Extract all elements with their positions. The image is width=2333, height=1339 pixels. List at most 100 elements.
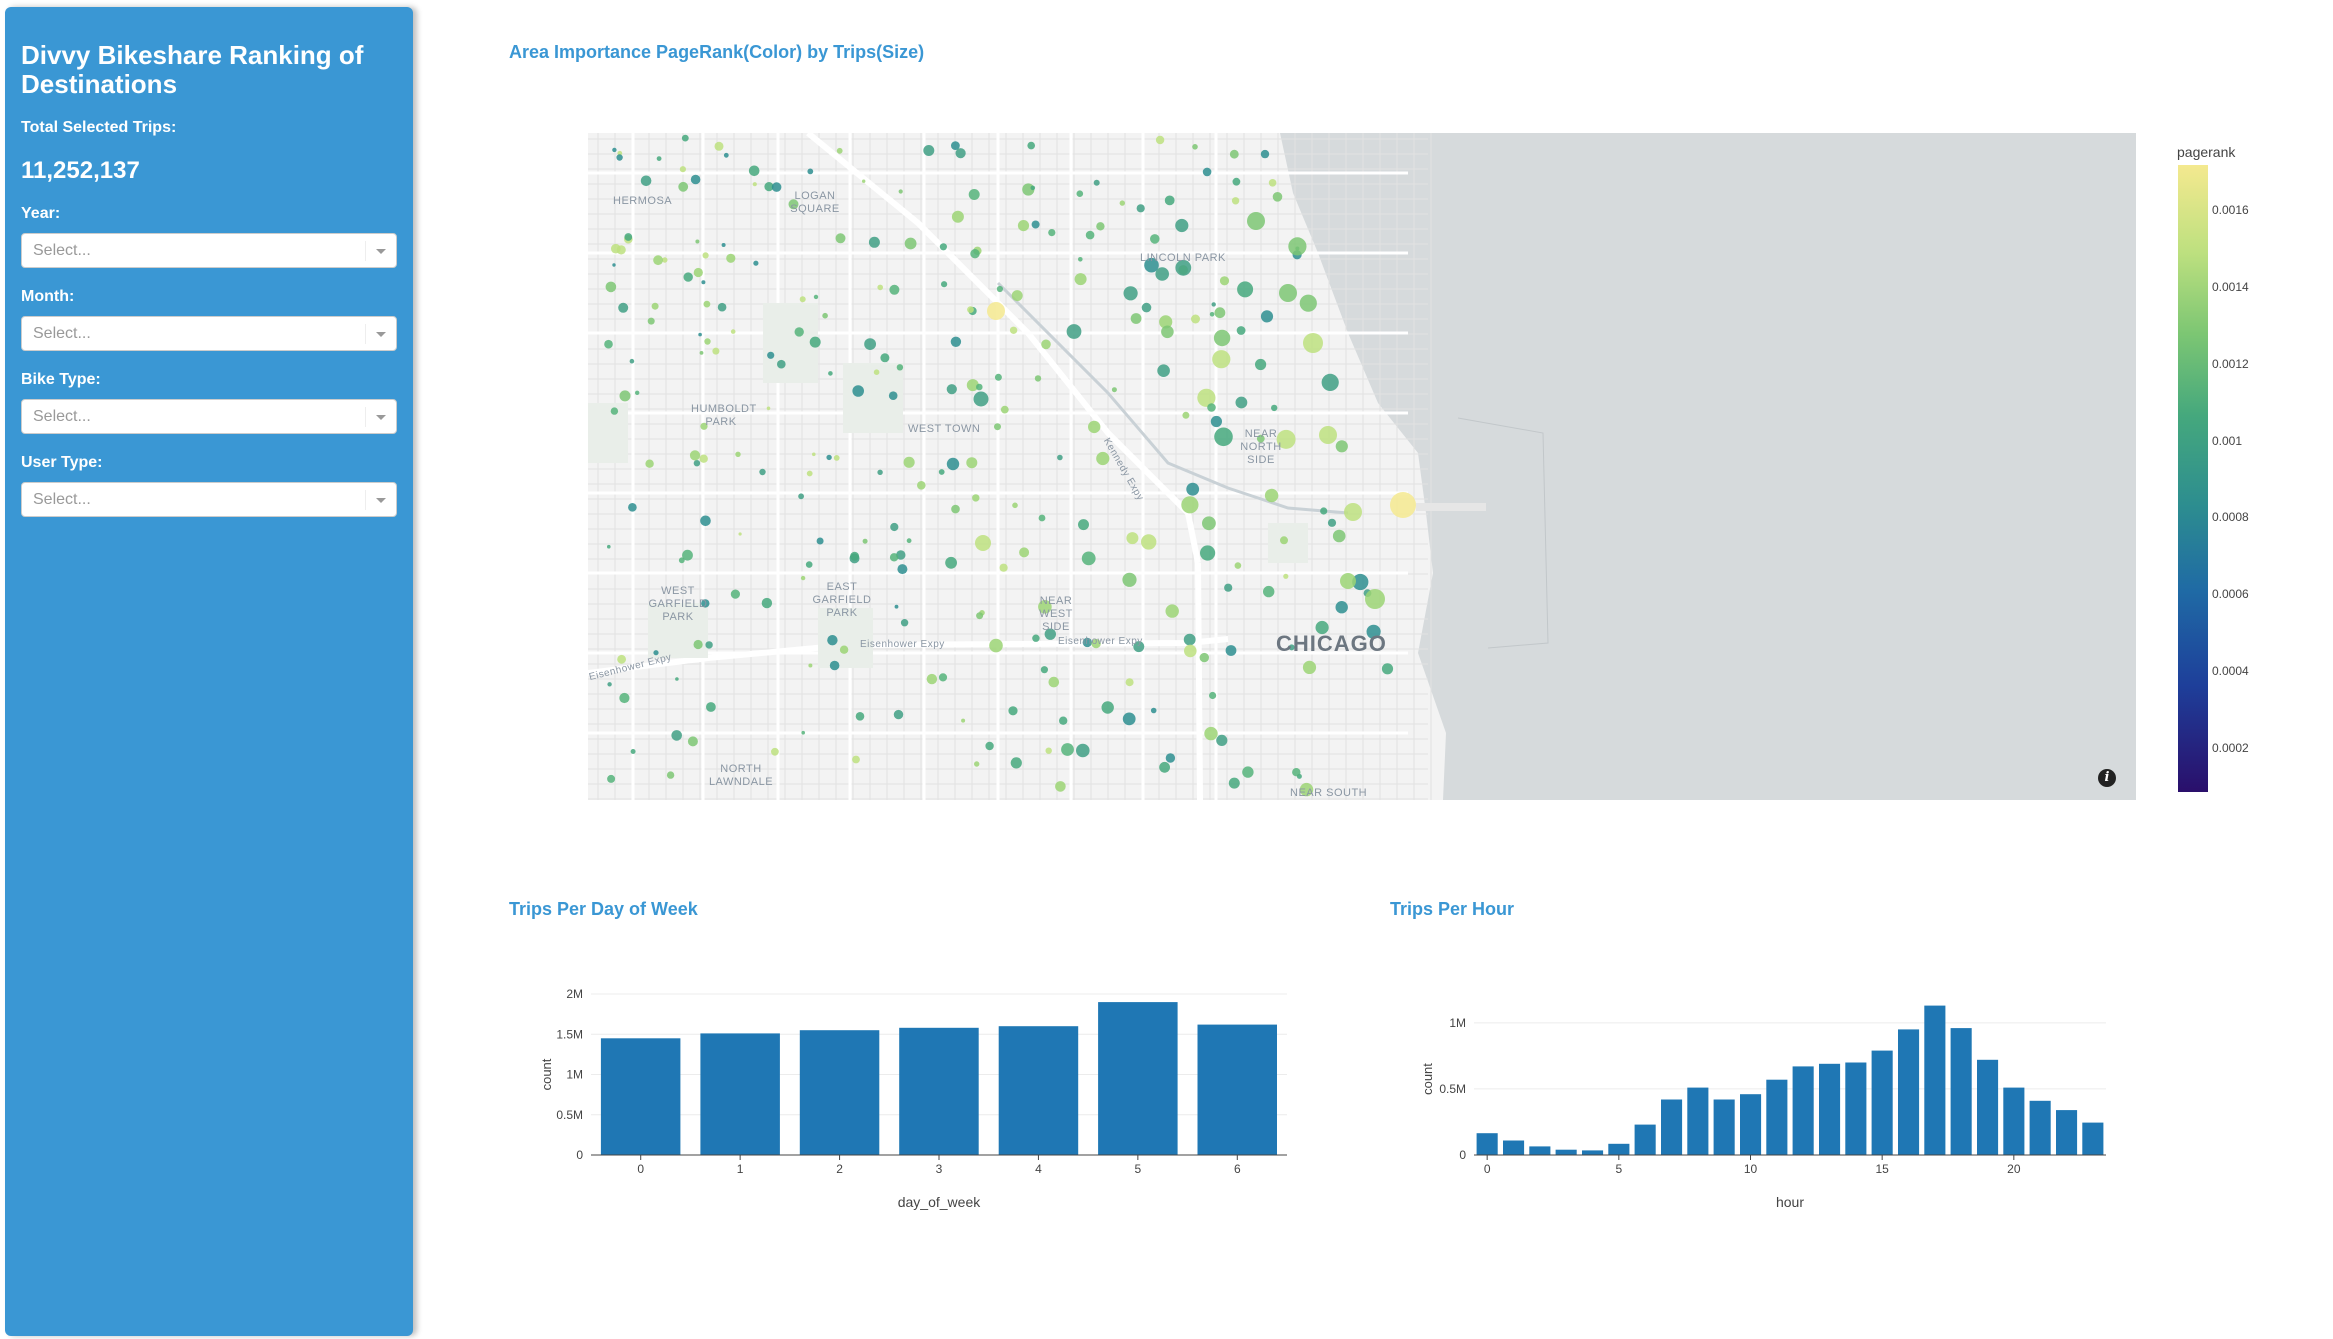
station-marker bbox=[794, 327, 804, 337]
year-dropdown[interactable]: Select... bbox=[21, 233, 397, 268]
station-marker bbox=[966, 457, 978, 469]
dow-chart[interactable]: 0 0.5M 1M 1.5M 2M 0 1 2 3 4 5 6 day_of_week count bbox=[509, 960, 1329, 1225]
station-marker bbox=[946, 384, 957, 395]
station-marker bbox=[1125, 678, 1134, 687]
station-marker bbox=[1192, 144, 1198, 150]
neighborhood-label: NORTH LAWNDALE bbox=[708, 763, 774, 788]
station-marker bbox=[835, 233, 846, 244]
station-marker bbox=[1214, 427, 1233, 447]
station-marker bbox=[1199, 652, 1209, 663]
station-marker bbox=[1271, 404, 1278, 412]
year-label: Year: bbox=[21, 205, 61, 222]
bike-type-label: Bike Type: bbox=[21, 371, 101, 388]
bar bbox=[700, 1033, 780, 1155]
app-title: Divvy Bikeshare Ranking of Destinations bbox=[21, 40, 364, 99]
neighborhood-label: EAST GARFIELD PARK bbox=[812, 581, 872, 619]
bike-type-dropdown[interactable]: Select... bbox=[21, 399, 397, 434]
station-marker bbox=[828, 371, 833, 376]
station-marker bbox=[1082, 637, 1092, 648]
station-marker bbox=[607, 682, 612, 687]
info-icon[interactable]: i bbox=[2098, 769, 2116, 787]
hour-chart-title: Trips Per Hour bbox=[1390, 899, 1515, 919]
station-marker bbox=[996, 285, 1003, 293]
station-marker bbox=[651, 302, 659, 310]
station-marker bbox=[610, 407, 619, 415]
station-marker bbox=[890, 522, 899, 532]
station-marker bbox=[900, 619, 909, 627]
x-axis-title: hour bbox=[1776, 1194, 1804, 1210]
colorbar-tick: 0.0016 bbox=[2212, 203, 2249, 217]
station-marker bbox=[809, 336, 821, 348]
station-marker bbox=[1048, 676, 1060, 688]
neighborhood-label: HERMOSA bbox=[613, 195, 673, 207]
station-marker bbox=[826, 454, 832, 461]
station-marker bbox=[748, 165, 760, 177]
station-marker bbox=[612, 263, 616, 267]
station-marker bbox=[1111, 387, 1117, 393]
station-marker bbox=[761, 597, 773, 609]
station-marker bbox=[800, 575, 806, 581]
station-marker bbox=[1019, 547, 1030, 558]
station-marker bbox=[1078, 257, 1083, 262]
station-marker bbox=[1044, 628, 1056, 640]
station-marker bbox=[999, 563, 1008, 572]
chevron-down-icon[interactable] bbox=[376, 415, 386, 420]
station-marker bbox=[1009, 326, 1018, 334]
station-marker bbox=[712, 347, 720, 355]
station-marker bbox=[1231, 197, 1240, 205]
chicago-river bbox=[996, 281, 1349, 515]
user-type-dropdown[interactable]: Select... bbox=[21, 482, 397, 517]
chevron-down-icon[interactable] bbox=[376, 249, 386, 254]
kennedy-expy bbox=[806, 133, 1201, 564]
bar bbox=[1503, 1140, 1525, 1155]
station-marker bbox=[1216, 734, 1228, 747]
map-canvas[interactable] bbox=[588, 133, 2136, 800]
station-marker bbox=[693, 639, 703, 650]
bar bbox=[1608, 1143, 1630, 1155]
station-marker bbox=[864, 338, 876, 350]
station-marker bbox=[938, 469, 945, 475]
bar bbox=[1687, 1087, 1709, 1155]
hour-chart[interactable]: 0 0.5M 1M 0 5 10 15 20 hour count bbox=[1390, 960, 2210, 1225]
chevron-down-icon[interactable] bbox=[376, 332, 386, 337]
station-marker bbox=[645, 459, 654, 468]
total-trips-value: 11,252,137 bbox=[21, 157, 140, 184]
station-marker bbox=[788, 199, 799, 210]
station-map[interactable]: HERMOSA LOGAN SQUARE LINCOLN PARK HUMBOL… bbox=[588, 133, 2136, 800]
station-marker bbox=[616, 154, 623, 161]
road-label: Eisenhower Expy bbox=[1058, 636, 1143, 647]
station-marker bbox=[951, 141, 960, 150]
station-marker bbox=[1040, 666, 1048, 674]
x-tick-label: 3 bbox=[936, 1162, 943, 1176]
station-marker bbox=[1159, 761, 1170, 773]
station-marker bbox=[1076, 743, 1090, 758]
station-marker bbox=[698, 332, 702, 337]
station-marker bbox=[889, 553, 899, 562]
dow-chart-svg[interactable]: 0 0.5M 1M 1.5M 2M 0 1 2 3 4 5 6 day_of_week count bbox=[509, 960, 1329, 1220]
station-marker bbox=[681, 134, 689, 142]
station-marker bbox=[1122, 712, 1136, 726]
station-marker bbox=[1101, 701, 1114, 714]
station-marker bbox=[640, 175, 652, 187]
y-axis-title: count bbox=[539, 1058, 554, 1090]
bar bbox=[1661, 1099, 1683, 1155]
station-marker bbox=[1126, 532, 1139, 545]
neighborhood-label: NEAR SOUTH bbox=[1290, 787, 1368, 799]
station-marker bbox=[1255, 358, 1267, 371]
station-marker bbox=[1066, 324, 1082, 339]
station-marker bbox=[678, 181, 689, 192]
station-marker bbox=[656, 156, 662, 161]
lake-michigan bbox=[1280, 133, 2136, 800]
station-marker bbox=[946, 457, 960, 471]
station-marker bbox=[1041, 339, 1051, 350]
station-marker bbox=[1224, 583, 1233, 592]
station-marker bbox=[1365, 589, 1385, 609]
month-dropdown[interactable]: Select... bbox=[21, 316, 397, 351]
dow-chart-title: Trips Per Day of Week bbox=[509, 899, 698, 919]
station-marker bbox=[877, 469, 883, 475]
hour-chart-svg[interactable]: 0 0.5M 1M 0 5 10 15 20 hour count bbox=[1390, 960, 2210, 1220]
station-marker bbox=[675, 677, 679, 681]
chevron-down-icon[interactable] bbox=[376, 498, 386, 503]
station-marker bbox=[1078, 519, 1089, 531]
station-marker bbox=[877, 284, 883, 291]
